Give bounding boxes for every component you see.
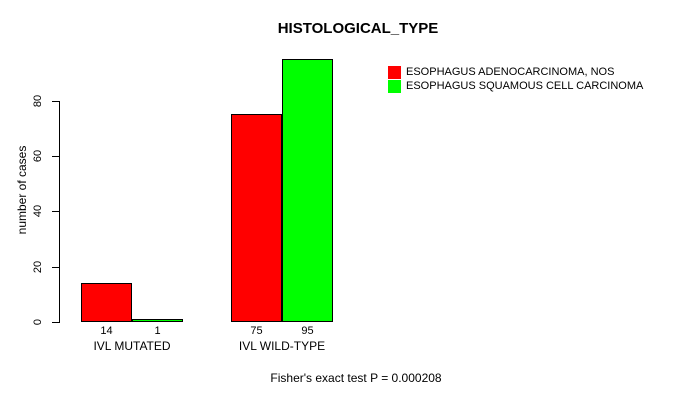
y-axis-tick	[52, 322, 59, 323]
bar	[282, 59, 333, 322]
y-axis-tick	[52, 267, 59, 268]
y-axis-title: number of cases	[15, 145, 29, 235]
bar	[132, 319, 183, 322]
y-tick-label: 20	[32, 260, 44, 274]
legend: ESOPHAGUS ADENOCARCINOMA, NOS ESOPHAGUS …	[388, 65, 643, 93]
y-axis-tick	[52, 211, 59, 212]
bar-value-label: 1	[154, 325, 161, 337]
bar-value-label: 75	[250, 325, 263, 337]
category-label: IVL MUTATED	[93, 339, 171, 353]
bar	[81, 283, 132, 322]
legend-item-adenocarcinoma: ESOPHAGUS ADENOCARCINOMA, NOS	[388, 65, 643, 79]
legend-swatch-green	[388, 79, 401, 93]
bar-value-label: 95	[301, 325, 314, 337]
y-axis-line	[59, 101, 60, 323]
legend-swatch-red	[388, 65, 401, 79]
legend-label: ESOPHAGUS ADENOCARCINOMA, NOS	[406, 66, 615, 78]
legend-label: ESOPHAGUS SQUAMOUS CELL CARCINOMA	[406, 80, 644, 92]
y-axis-tick	[52, 156, 59, 157]
bar	[231, 114, 282, 322]
bar-value-label: 14	[100, 325, 113, 337]
fisher-test-note: Fisher's exact test P = 0.000208	[270, 371, 442, 385]
y-tick-label: 80	[32, 94, 44, 108]
y-tick-label: 0	[32, 318, 44, 326]
category-label: IVL WILD-TYPE	[238, 339, 326, 353]
y-axis-tick	[52, 101, 59, 102]
legend-item-squamous: ESOPHAGUS SQUAMOUS CELL CARCINOMA	[388, 79, 643, 93]
y-tick-label: 60	[32, 149, 44, 163]
y-tick-label: 40	[32, 204, 44, 218]
chart-title: HISTOLOGICAL_TYPE	[277, 20, 439, 37]
